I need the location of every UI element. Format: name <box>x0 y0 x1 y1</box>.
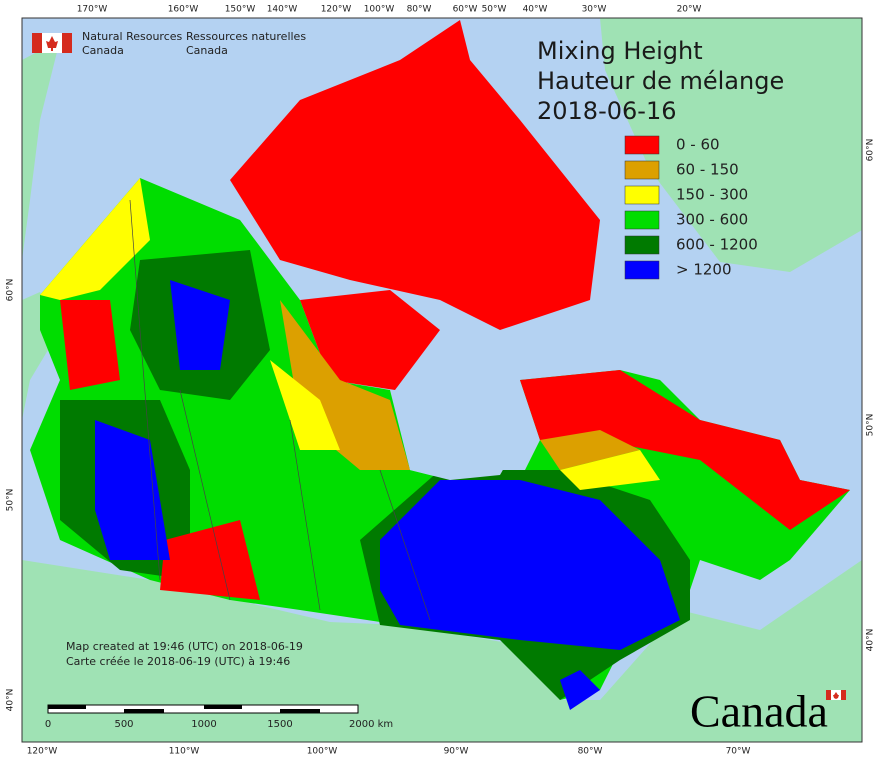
header-fr: Ressources naturelles <box>186 30 306 43</box>
legend-label: 0 - 60 <box>676 136 720 154</box>
scale-label: 1000 <box>191 719 216 730</box>
legend-swatch <box>624 160 660 180</box>
header-en: Canada <box>82 44 124 57</box>
longitude-label: 160°W <box>168 5 199 15</box>
longitude-label: 60°W <box>453 5 478 15</box>
legend-label: 60 - 150 <box>676 161 739 179</box>
longitude-label: 150°W <box>225 5 256 15</box>
longitude-label: 40°W <box>523 5 548 15</box>
scale-label: 500 <box>114 719 133 730</box>
legend-swatch <box>624 135 660 155</box>
header-fr: Canada <box>186 44 228 57</box>
wordmark: Canada <box>690 686 828 737</box>
latitude-label: 40°N <box>866 629 876 652</box>
title: 2018-06-16 <box>537 97 676 125</box>
longitude-label: 20°W <box>677 5 702 15</box>
basemap <box>22 18 862 742</box>
note: Map created at 19:46 (UTC) on 2018-06-19 <box>66 640 303 653</box>
map-frame <box>21 17 863 743</box>
legend-swatch <box>624 235 660 255</box>
longitude-label: 50°W <box>482 5 507 15</box>
longitude-label: 170°W <box>77 5 108 15</box>
scale-bar <box>47 704 359 714</box>
title: Hauteur de mélange <box>537 67 784 95</box>
longitude-label: 100°W <box>307 747 338 757</box>
wordmark-flag <box>826 690 846 700</box>
latitude-label: 60°N <box>866 139 876 162</box>
legend-swatch <box>624 210 660 230</box>
latitude-label: 50°N <box>6 489 16 512</box>
longitude-label: 30°W <box>582 5 607 15</box>
longitude-label: 80°W <box>578 747 603 757</box>
longitude-label: 100°W <box>364 5 395 15</box>
legend-label: 600 - 1200 <box>676 236 758 254</box>
longitude-label: 80°W <box>407 5 432 15</box>
legend-label: > 1200 <box>676 261 732 279</box>
longitude-label: 120°W <box>321 5 352 15</box>
note: Carte créée le 2018-06-19 (UTC) à 19:46 <box>66 655 290 668</box>
latitude-label: 60°N <box>6 279 16 302</box>
longitude-label: 140°W <box>267 5 298 15</box>
legend-label: 300 - 600 <box>676 211 748 229</box>
mixing-height-field <box>30 20 850 710</box>
longitude-label: 70°W <box>726 747 751 757</box>
legend-swatch <box>624 185 660 205</box>
header-en: Natural Resources <box>82 30 183 43</box>
scale-label: 2000 km <box>349 719 393 730</box>
legend-swatch <box>624 260 660 280</box>
latitude-label: 50°N <box>866 414 876 437</box>
flag-logo <box>32 33 72 53</box>
title: Mixing Height <box>537 37 703 65</box>
scale-label: 1500 <box>267 719 292 730</box>
longitude-label: 120°W <box>27 747 58 757</box>
longitude-label: 110°W <box>169 747 200 757</box>
scale-label: 0 <box>45 719 51 730</box>
legend-label: 150 - 300 <box>676 186 748 204</box>
latitude-label: 40°N <box>6 689 16 712</box>
longitude-label: 90°W <box>444 747 469 757</box>
